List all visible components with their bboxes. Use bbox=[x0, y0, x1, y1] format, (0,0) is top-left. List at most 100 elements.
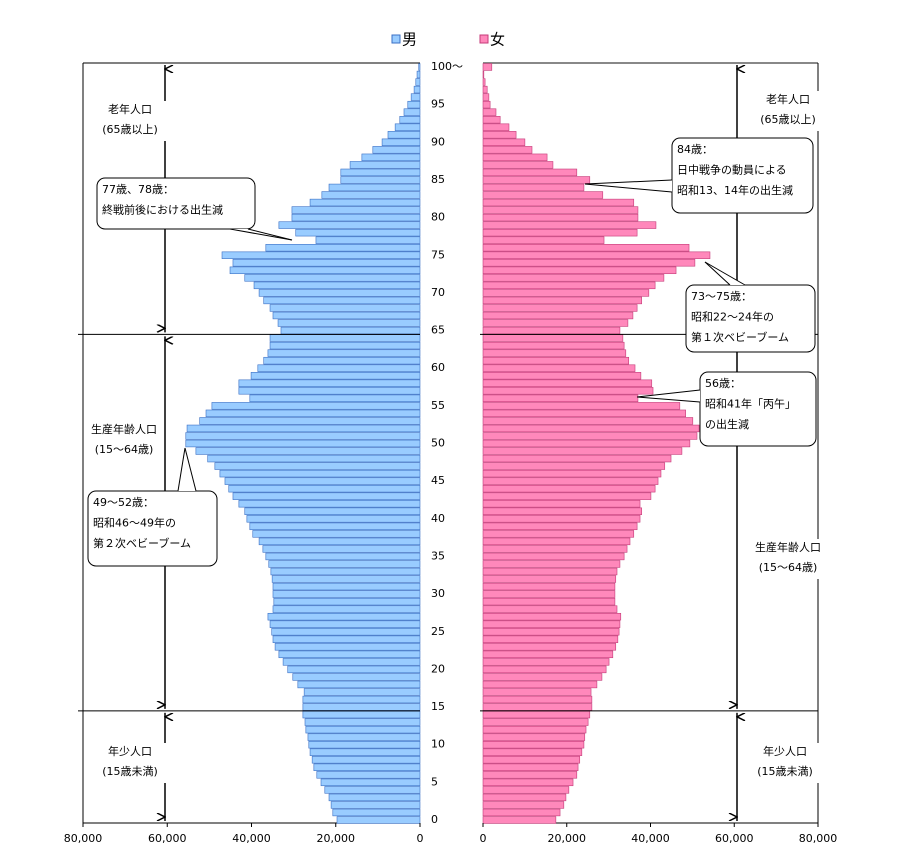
bar bbox=[482, 567, 618, 576]
age-label: 75 bbox=[431, 248, 445, 261]
bar bbox=[307, 733, 421, 741]
bar bbox=[303, 688, 421, 696]
bar bbox=[482, 108, 497, 116]
bar bbox=[258, 289, 421, 297]
bar bbox=[238, 500, 421, 508]
callout-pointer bbox=[636, 396, 701, 403]
bar bbox=[282, 658, 421, 666]
group-name: 生産年齢人口 bbox=[755, 540, 821, 554]
bar bbox=[482, 628, 620, 636]
bar bbox=[482, 665, 607, 674]
bar bbox=[287, 665, 421, 674]
bar bbox=[482, 469, 662, 478]
bar bbox=[313, 763, 421, 771]
bar bbox=[302, 710, 421, 719]
bar bbox=[482, 85, 488, 94]
bar bbox=[272, 582, 421, 591]
bar bbox=[320, 778, 421, 787]
bar bbox=[482, 447, 683, 455]
bar bbox=[482, 718, 589, 726]
bar bbox=[482, 643, 617, 651]
x-tick-label: 60,000 bbox=[148, 832, 187, 845]
bar bbox=[292, 673, 421, 681]
callout-text: 昭和22～24年の bbox=[691, 310, 774, 324]
bar bbox=[372, 146, 421, 154]
callout-pointer bbox=[247, 228, 293, 241]
bar bbox=[273, 597, 421, 606]
bar bbox=[482, 417, 694, 425]
bar bbox=[482, 221, 657, 229]
bar bbox=[267, 349, 421, 357]
bar bbox=[199, 417, 421, 425]
bar bbox=[482, 552, 625, 561]
group-name: 年少人口 bbox=[763, 744, 807, 758]
bar bbox=[340, 168, 421, 177]
x-tick-label: 0 bbox=[480, 832, 487, 845]
callout-box bbox=[96, 177, 256, 230]
bar bbox=[482, 703, 593, 711]
x-tick-label: 60,000 bbox=[715, 832, 754, 845]
age-label: 60 bbox=[431, 361, 445, 374]
bar bbox=[268, 560, 421, 568]
bar bbox=[278, 650, 421, 659]
bar bbox=[482, 289, 650, 297]
age-label: 80 bbox=[431, 211, 445, 224]
bar bbox=[482, 191, 604, 199]
callout-pointer bbox=[184, 447, 197, 492]
callout-text: 77歳、78歳： bbox=[102, 183, 174, 196]
bar bbox=[482, 372, 642, 380]
bar bbox=[253, 281, 421, 290]
bar bbox=[482, 748, 583, 756]
bar bbox=[482, 198, 635, 207]
bar bbox=[349, 161, 421, 169]
bar bbox=[249, 394, 421, 403]
age-label: 10 bbox=[431, 738, 445, 751]
bar bbox=[185, 439, 421, 448]
bar bbox=[482, 612, 622, 621]
bar bbox=[482, 620, 621, 628]
bar bbox=[271, 628, 421, 636]
bar bbox=[272, 635, 421, 643]
legend-label: 女 bbox=[490, 31, 505, 49]
bar bbox=[291, 213, 421, 222]
bar bbox=[482, 251, 711, 259]
callout-text: 終戦前後における出生減 bbox=[102, 203, 223, 217]
bar bbox=[186, 424, 421, 433]
bar bbox=[482, 507, 643, 515]
bar bbox=[482, 70, 485, 79]
callout-pointer bbox=[229, 228, 293, 241]
bar bbox=[482, 650, 614, 659]
age-label: 0 bbox=[431, 813, 438, 826]
label-bg bbox=[94, 101, 166, 141]
bar bbox=[482, 409, 686, 418]
bar bbox=[207, 454, 421, 463]
bar bbox=[482, 206, 639, 214]
bar bbox=[277, 319, 421, 327]
bar bbox=[309, 748, 421, 756]
bar bbox=[482, 808, 561, 817]
x-tick-label: 80,000 bbox=[64, 832, 103, 845]
bar bbox=[482, 816, 557, 824]
bar bbox=[482, 710, 591, 719]
bar bbox=[482, 100, 491, 109]
bar bbox=[278, 221, 421, 229]
age-label: 45 bbox=[431, 474, 445, 487]
bar bbox=[482, 326, 621, 335]
bar bbox=[309, 198, 421, 207]
bar bbox=[315, 236, 421, 244]
bar bbox=[482, 168, 578, 177]
bar bbox=[269, 304, 421, 312]
bar bbox=[482, 274, 665, 282]
bar bbox=[482, 725, 587, 734]
legend-label: 男 bbox=[402, 31, 417, 49]
bar bbox=[482, 183, 585, 192]
bar bbox=[482, 658, 610, 666]
bar bbox=[482, 432, 698, 440]
bar bbox=[274, 643, 421, 651]
bar bbox=[482, 756, 581, 764]
bar bbox=[291, 206, 421, 214]
bar bbox=[482, 801, 565, 809]
bar bbox=[211, 402, 421, 410]
bar bbox=[311, 756, 421, 764]
label-bg bbox=[94, 743, 166, 783]
